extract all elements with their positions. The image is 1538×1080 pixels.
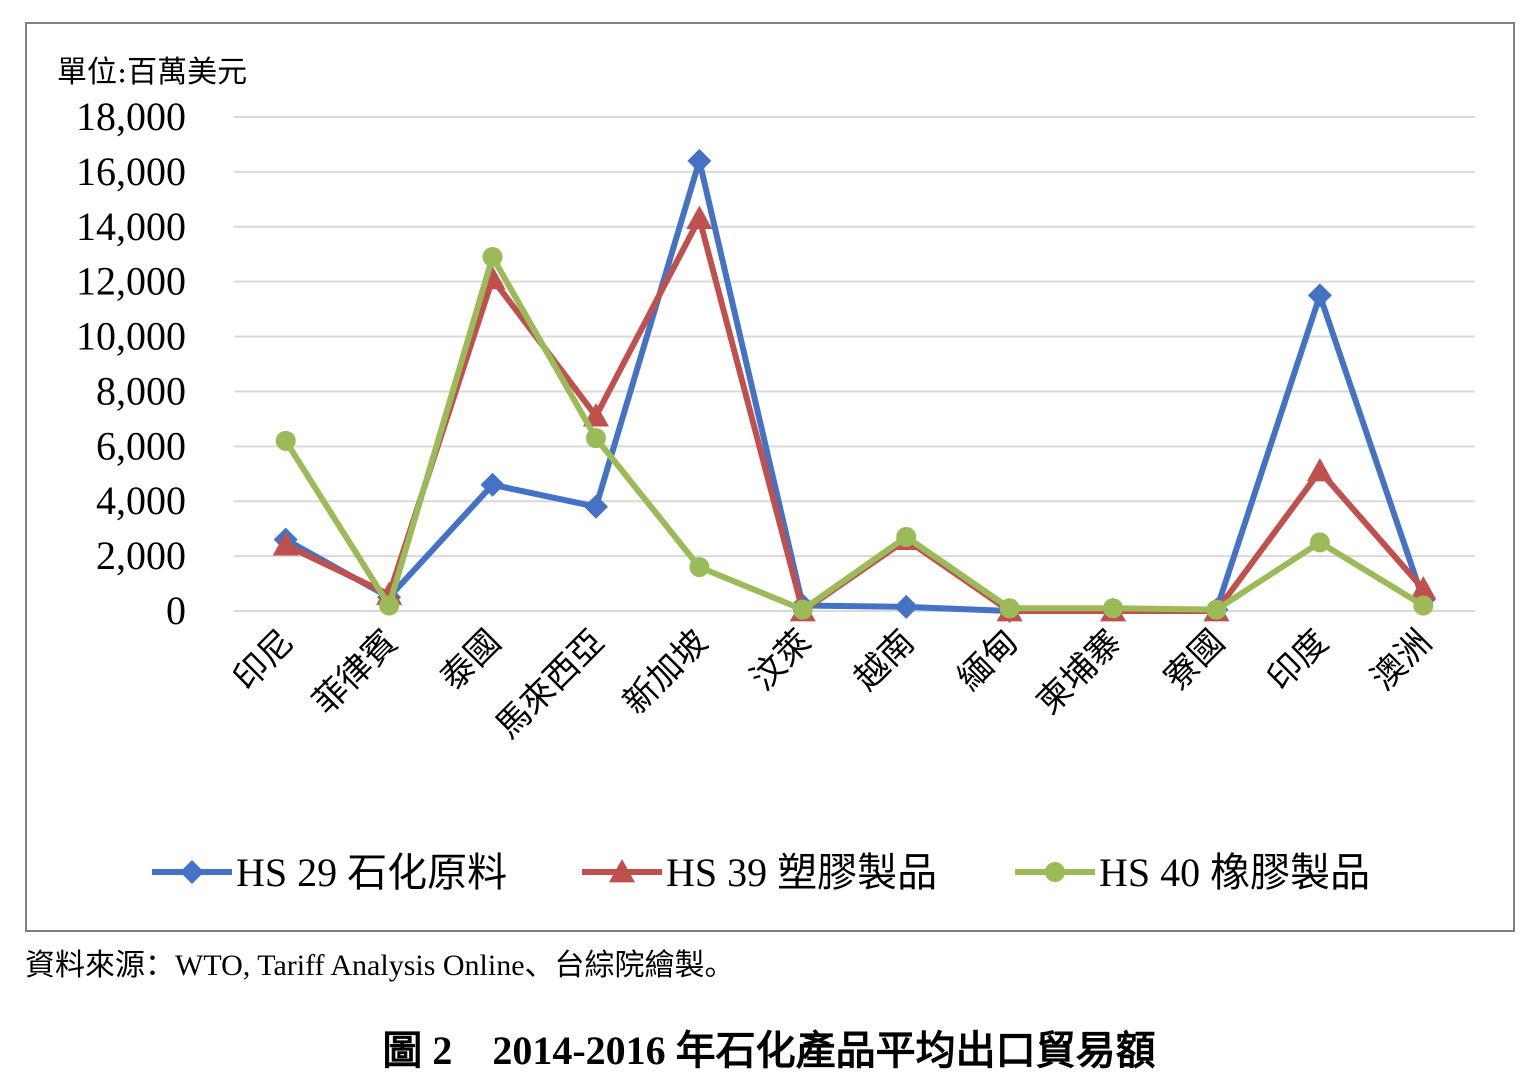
data-point-circle xyxy=(792,599,813,620)
data-point-circle xyxy=(1413,595,1434,616)
x-category-label: 汶萊 xyxy=(743,622,819,698)
x-category-label: 馬來西亞 xyxy=(488,622,612,746)
data-point-circle xyxy=(275,430,296,451)
data-point-diamond xyxy=(583,494,608,519)
data-point-circle xyxy=(585,428,606,449)
data-point-diamond xyxy=(894,594,919,619)
series-group xyxy=(275,246,1434,620)
legend-label: HS 29 石化原料 xyxy=(236,850,507,895)
x-category-label: 緬甸 xyxy=(950,622,1026,698)
unit-label: 單位:百萬美元 xyxy=(57,55,247,90)
y-tick-label: 4,000 xyxy=(96,478,186,523)
y-tick-label: 16,000 xyxy=(76,149,186,194)
data-point-circle xyxy=(999,598,1020,619)
y-tick-label: 0 xyxy=(166,588,186,633)
x-category-label: 澳洲 xyxy=(1363,622,1439,698)
x-category-label: 菲律賓 xyxy=(305,622,405,722)
data-point-triangle xyxy=(1410,576,1437,600)
data-point-circle xyxy=(896,526,917,547)
x-category-label: 新加坡 xyxy=(615,622,715,722)
legend-label: HS 40 橡膠製品 xyxy=(1099,850,1370,895)
y-tick-label: 18,000 xyxy=(76,94,186,139)
x-category-label: 寮國 xyxy=(1156,622,1232,698)
data-point-diamond xyxy=(687,148,712,173)
legend-label: HS 39 塑膠製品 xyxy=(666,850,937,895)
data-point-circle xyxy=(1206,599,1227,620)
data-point-circle xyxy=(1045,862,1065,882)
data-point-triangle xyxy=(686,205,713,229)
source-note: 資料來源：WTO, Tariff Analysis Online、台綜院繪製。 xyxy=(25,949,735,982)
x-category-label: 印尼 xyxy=(226,622,302,698)
x-category-label: 印度 xyxy=(1260,622,1336,698)
y-tick-label: 2,000 xyxy=(96,533,186,578)
data-point-circle xyxy=(689,557,710,578)
series-line xyxy=(282,157,1427,614)
data-point-circle xyxy=(482,246,503,267)
data-point-diamond xyxy=(180,860,204,884)
line-chart: 0 2,000 4,000 6,000 8,000 10,000 12,000 14,000 1… xyxy=(57,55,1475,895)
data-point-circle xyxy=(1309,532,1330,553)
data-point-circle xyxy=(379,595,400,616)
y-tick-label: 10,000 xyxy=(76,314,186,359)
x-category-label: 越南 xyxy=(846,622,922,698)
figure-caption: 圖 2 2014-2016 年石化產品平均出口貿易額 xyxy=(382,1028,1156,1073)
x-category-label: 泰國 xyxy=(433,622,509,698)
y-tick-label: 6,000 xyxy=(96,423,186,468)
chart-frame: 0 2,000 4,000 6,000 8,000 10,000 12,000 14,000 1… xyxy=(25,22,1515,932)
data-point-triangle xyxy=(609,859,635,883)
y-tick-label: 8,000 xyxy=(96,368,186,413)
series-line xyxy=(282,253,1427,613)
data-point-circle xyxy=(1103,598,1124,619)
data-point-triangle xyxy=(272,532,299,556)
data-point-diamond xyxy=(480,472,505,497)
y-tick-label: 14,000 xyxy=(76,204,186,249)
y-tick-label: 12,000 xyxy=(76,259,186,304)
series-line xyxy=(282,215,1427,614)
data-point-diamond xyxy=(1307,283,1332,308)
data-point-triangle xyxy=(1306,458,1333,482)
x-category-label: 柬埔寨 xyxy=(1029,622,1129,722)
